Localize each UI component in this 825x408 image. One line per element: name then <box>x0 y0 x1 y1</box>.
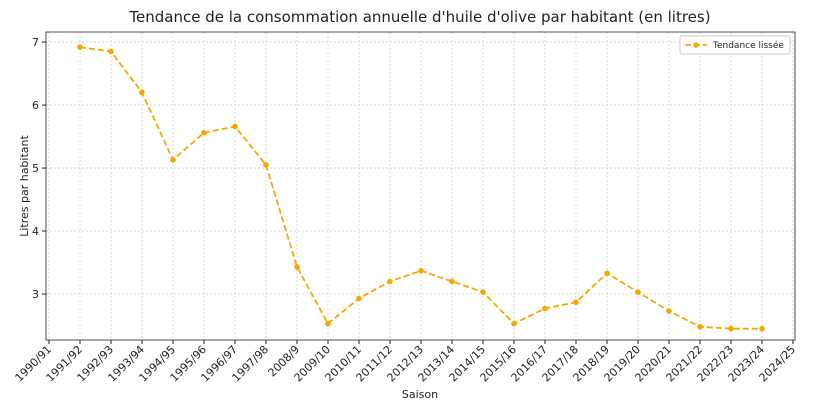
legend-marker <box>693 42 699 48</box>
y-tick-label: 3 <box>32 288 39 301</box>
chart-title: Tendance de la consommation annuelle d'h… <box>128 8 710 26</box>
data-point <box>356 295 362 302</box>
plot-frame <box>45 31 796 341</box>
x-axis-label: Saison <box>402 388 438 401</box>
data-point <box>604 270 610 277</box>
y-tick-label: 5 <box>32 162 39 175</box>
data-point <box>139 89 145 96</box>
data-point <box>418 267 424 274</box>
y-tick-label: 7 <box>32 36 39 49</box>
data-point <box>542 305 548 312</box>
data-point <box>263 162 269 168</box>
legend-box <box>679 35 791 55</box>
data-point <box>201 129 207 136</box>
y-tick-label: 6 <box>32 99 39 112</box>
data-point <box>449 278 455 285</box>
data-point <box>294 264 300 270</box>
legend: Tendance lissée <box>679 35 791 55</box>
data-point <box>759 325 765 332</box>
data-point <box>573 299 579 306</box>
data-point <box>511 320 517 327</box>
data-point <box>480 289 486 295</box>
data-point <box>697 323 703 330</box>
data-point <box>387 278 393 285</box>
data-point <box>108 48 114 55</box>
y-axis-label: Litres par habitant <box>18 135 31 237</box>
data-point <box>635 289 641 295</box>
legend-label: Tendance lissée <box>712 40 784 51</box>
data-point <box>325 320 331 327</box>
data-point <box>232 123 238 130</box>
data-point <box>77 44 83 50</box>
data-point <box>170 157 176 163</box>
data-point <box>666 308 672 314</box>
y-tick-label: 4 <box>32 225 39 238</box>
data-point <box>728 325 734 332</box>
